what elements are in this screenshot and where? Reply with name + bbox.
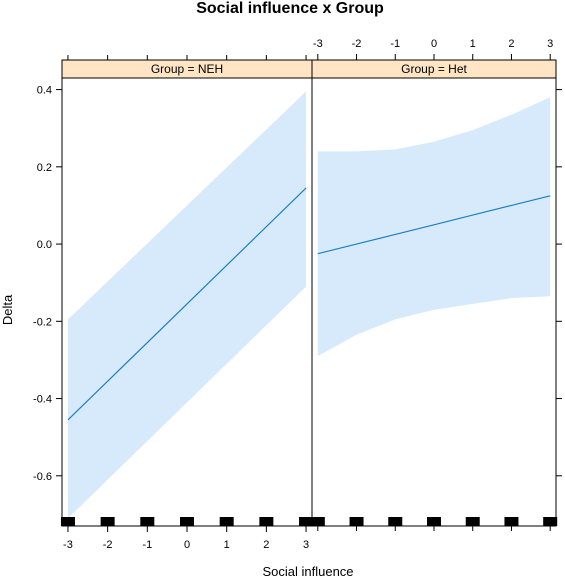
x-tick-label: 3 [547,38,553,50]
x-tick-label: -1 [390,38,400,50]
x-tick-label: 1 [224,539,230,551]
y-tick-label: 0.2 [37,162,52,174]
x-tick-label: 0 [184,539,190,551]
y-tick-label: -0.2 [33,316,52,328]
rug-mark [299,517,314,526]
rug-mark [180,517,194,526]
rug-mark [60,517,75,526]
rug-mark [219,517,234,526]
rug-mark [465,517,480,526]
x-axis-label: Social influence [262,564,353,578]
x-tick-label: 1 [470,38,476,50]
rug-mark [349,517,364,526]
y-tick-label: 0.0 [37,239,52,251]
x-tick-label: 3 [303,539,309,551]
rug-mark [543,517,558,526]
y-tick-label: -0.6 [33,471,52,483]
panel-frame-2 [311,77,557,527]
x-tick-label: -2 [352,38,362,50]
confidence-band-2 [317,97,551,357]
y-tick-label: -0.4 [33,394,52,406]
rug-mark [310,517,325,526]
rug-mark [100,517,115,526]
x-tick-label: -1 [142,539,152,551]
y-axis-label: Delta [0,294,15,325]
x-tick-label: -2 [103,539,113,551]
x-tick-label: 0 [431,38,437,50]
y-tick-label: 0.4 [37,85,52,97]
fit-line-2 [317,195,551,255]
x-tick-label: 2 [263,539,269,551]
fit-line-1 [67,187,307,421]
panel-strip-label: Group = NEH [151,62,223,76]
x-tick-label: -3 [313,38,323,50]
panel-strip-label: Group = Het [401,62,467,76]
rug-mark [504,517,519,526]
rug-mark [427,517,441,526]
chart-title: Social influence x Group [196,0,384,17]
x-tick-label: 2 [508,38,514,50]
x-tick-label: -3 [63,539,73,551]
plot-area: Group = NEH -3 -2 -1 0 1 2 3 Group = Het -3 -2 -1 0 1… [33,38,562,551]
rug-mark [140,517,155,526]
rug-mark [259,517,274,526]
confidence-band-1 [68,91,306,519]
rug-mark [388,517,403,526]
